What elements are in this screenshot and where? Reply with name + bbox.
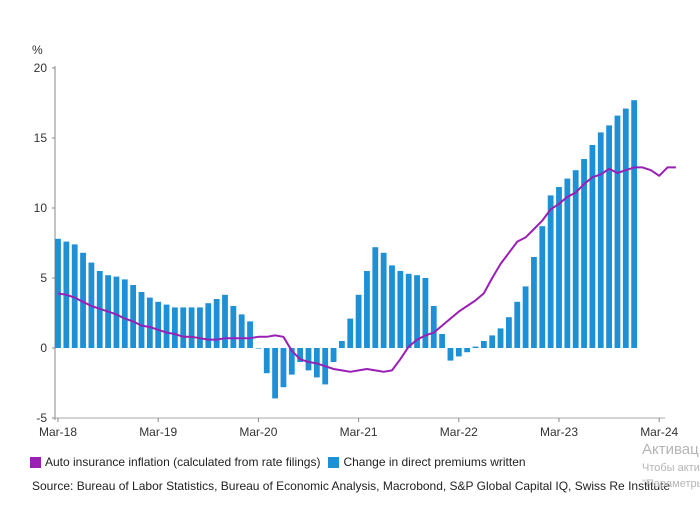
premium-bar [355,294,362,348]
premium-bar [305,348,312,371]
premium-bar [597,132,604,348]
y-tick-label: 15 [34,131,48,145]
premium-bar [439,334,445,348]
premiums-bars [55,100,638,399]
premium-bar [622,108,629,348]
premium-bar [138,292,145,348]
premium-bar [455,348,462,357]
premium-bar [155,301,162,348]
premium-bar [172,307,178,348]
premium-bar [121,279,128,348]
tick-labels: % -5 0 5 10 15 20 Mar-18 Mar-19 Mar-20 Mar-21 Mar-2… [32,43,679,439]
legend-label-premiums: Change in direct premiums written [343,455,526,469]
premium-bar [80,252,86,348]
premium-bar [480,341,487,348]
premium-bar [547,195,554,348]
premium-bar [414,275,420,348]
x-tick-label: Mar-19 [139,425,177,439]
x-tick-label: Mar-18 [39,425,77,439]
source-note: Source: Bureau of Labor Statistics, Bure… [32,479,671,493]
x-tick-label: Mar-20 [239,425,277,439]
premium-bar [489,335,496,348]
premium-bar [288,348,295,375]
premium-bar [589,145,596,348]
premium-bar [330,348,337,362]
activation-watermark: Активац Чтобы акти "Параметры [642,440,700,492]
legend-item-premiums: Change in direct premiums written [328,455,526,469]
y-tick-label: 0 [40,341,47,355]
premium-bar [506,317,512,348]
premium-bar [263,348,270,374]
premium-bar [572,170,579,348]
premium-bar [180,307,187,348]
x-tick-label: Mar-23 [540,425,578,439]
premium-bar [497,328,504,348]
legend-swatch-premiums [328,456,340,468]
x-tick-label: Mar-22 [440,425,478,439]
premium-bar [422,278,429,348]
premium-bar [447,348,454,361]
y-tick-label: 5 [40,271,47,285]
x-tick-label: Mar-21 [340,425,378,439]
premium-bar [255,348,262,349]
inflation-line-layer [57,166,676,373]
premium-bar [606,125,612,349]
y-tick-label: -5 [36,411,47,425]
watermark-line-2: "Параметры [642,478,700,490]
premium-bar [113,276,120,348]
premium-bar [522,286,529,348]
premium-bar [564,178,571,348]
premium-bar [205,303,212,348]
legend-label-inflation: Auto insurance inflation (calculated fro… [45,455,321,469]
premium-bar [539,226,546,348]
premium-bar [380,252,387,348]
premium-bar [614,115,621,348]
premium-bar [130,285,137,348]
inflation-line [57,166,676,373]
premium-bar [397,271,404,348]
legend-swatch-inflation [30,456,41,468]
watermark-title: Активац [642,441,699,458]
premium-bar [222,294,228,348]
legend: Auto insurance inflation (calculated fro… [30,454,534,470]
premium-bar [146,297,153,348]
premium-bar [372,247,379,348]
premium-bar [389,265,395,348]
watermark-line-1: Чтобы акти [642,462,700,474]
premium-bar [514,301,521,348]
premium-bar [405,273,412,348]
premium-bar [280,348,287,388]
premium-bar [472,346,479,348]
premium-bar [464,348,471,353]
premium-bar [531,257,537,348]
premium-bar [197,307,203,348]
premium-bar [339,341,345,348]
premium-bar [364,271,370,348]
premium-bar [430,306,437,348]
axes [52,66,665,422]
premium-bar [556,187,562,348]
premium-bar [581,159,587,348]
premium-bar [230,306,237,348]
premium-bar [347,318,354,348]
premium-bar [247,321,253,348]
premium-bar [163,304,170,348]
x-tick-label: Mar-24 [640,425,678,439]
legend-item-inflation: Auto insurance inflation (calculated fro… [30,455,320,469]
premium-bar [213,299,220,348]
premium-bar [238,314,245,348]
y-tick-label: 20 [34,61,48,75]
premium-bar [272,348,278,399]
premium-bar [188,307,195,348]
y-axis-unit-label: % [32,43,43,57]
premium-bar [631,100,638,348]
premium-bar [71,244,78,348]
y-tick-label: 10 [34,201,48,215]
premium-bar [297,348,304,362]
